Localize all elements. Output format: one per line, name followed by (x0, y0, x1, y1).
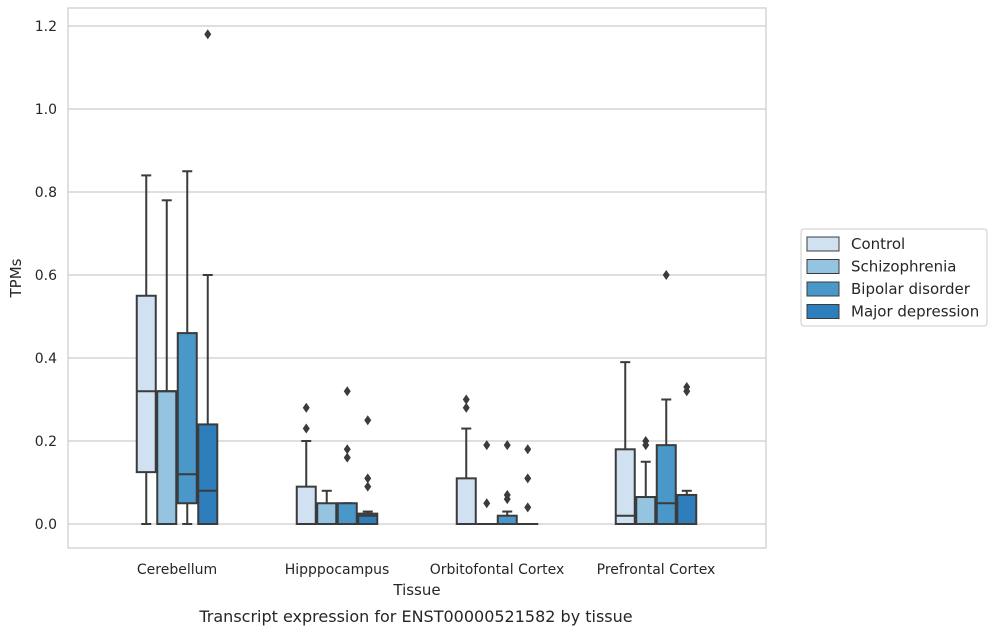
box-body (676, 493, 698, 526)
box-group (156, 199, 178, 526)
outlier-point (683, 382, 691, 393)
y-tick-label: 0.8 (35, 185, 57, 201)
legend-label: Major depression (851, 303, 979, 321)
outlier-point (524, 444, 532, 455)
box-body (176, 332, 198, 505)
y-tick-labels: 0.0 0.2 0.4 0.6 0.8 1.0 1.2 (35, 19, 57, 533)
box-series (135, 29, 698, 526)
box-body (496, 514, 518, 526)
box-group (614, 361, 636, 525)
box-body (336, 502, 358, 525)
outlier-point (524, 502, 532, 513)
outlier-point (204, 29, 212, 40)
box-body (135, 294, 157, 474)
box-body (635, 496, 657, 525)
box-group (635, 436, 657, 525)
outlier-point (364, 473, 372, 484)
legend-swatch (806, 281, 840, 297)
outlier-point (462, 394, 470, 405)
y-tick-label: 0.2 (35, 434, 57, 450)
legend-frame (800, 228, 988, 327)
box-body (156, 390, 178, 526)
outlier-point (662, 270, 670, 280)
y-tick-label: 1.2 (35, 19, 57, 35)
box-body (614, 448, 636, 525)
outlier-point (302, 423, 310, 434)
legend: Control Schizophrenia Bipolar disorder Majo… (800, 228, 988, 327)
x-tick-labels: Cerebellum Hipppocampus Orbitofontal Corte… (137, 562, 715, 578)
box-group (655, 270, 677, 525)
box-body (295, 485, 317, 525)
legend-swatch (806, 236, 840, 252)
outlier-point (302, 402, 310, 413)
box-group (197, 29, 219, 525)
box-group (496, 440, 518, 526)
outlier-point (483, 440, 491, 451)
box-body (655, 444, 677, 525)
outlier-point (483, 498, 491, 509)
y-tick-label: 0.4 (35, 351, 57, 367)
legend-swatch (806, 304, 840, 319)
y-tick-label: 0.0 (35, 517, 57, 533)
box-body (357, 512, 379, 525)
legend-entries: Control Schizophrenia Bipolar disorder Majo… (806, 235, 979, 321)
outlier-point (503, 440, 511, 451)
y-tick-label: 1.0 (35, 102, 57, 118)
x-tick-label: Prefrontal Cortex (597, 562, 716, 578)
box-group (517, 444, 539, 526)
outlier-point (364, 481, 372, 492)
outlier-point (462, 402, 470, 413)
legend-label: Bipolar disorder (851, 280, 971, 298)
box-group (476, 440, 498, 526)
y-axis-title: TPMs (7, 258, 25, 298)
y-tick-label: 0.6 (35, 268, 57, 284)
box-group (295, 402, 317, 525)
legend-label: Schizophrenia (851, 258, 956, 276)
outlier-point (642, 436, 650, 446)
x-axis-title: Tissue (392, 581, 440, 599)
box-group (336, 386, 358, 525)
x-tick-label: Cerebellum (137, 562, 217, 578)
box-group (676, 382, 698, 526)
box-group (316, 489, 338, 525)
outlier-point (364, 415, 372, 426)
outlier-point (343, 386, 351, 397)
box-group (357, 415, 379, 525)
x-tick-label: Hipppocampus (285, 562, 390, 578)
outlier-point (524, 473, 532, 484)
legend-label: Control (851, 235, 905, 253)
outlier-point (503, 489, 511, 500)
box-group (135, 174, 157, 525)
box-group (455, 394, 477, 526)
legend-swatch (806, 259, 840, 274)
box-group (176, 170, 198, 525)
chart-caption: Transcript expression for ENST0000052158… (198, 607, 632, 626)
box-body (316, 502, 338, 525)
outlier-point (343, 452, 351, 463)
outlier-point (343, 444, 351, 455)
box-body (197, 423, 219, 525)
x-tick-label: Orbitofontal Cortex (430, 562, 565, 578)
box-body (455, 477, 477, 526)
